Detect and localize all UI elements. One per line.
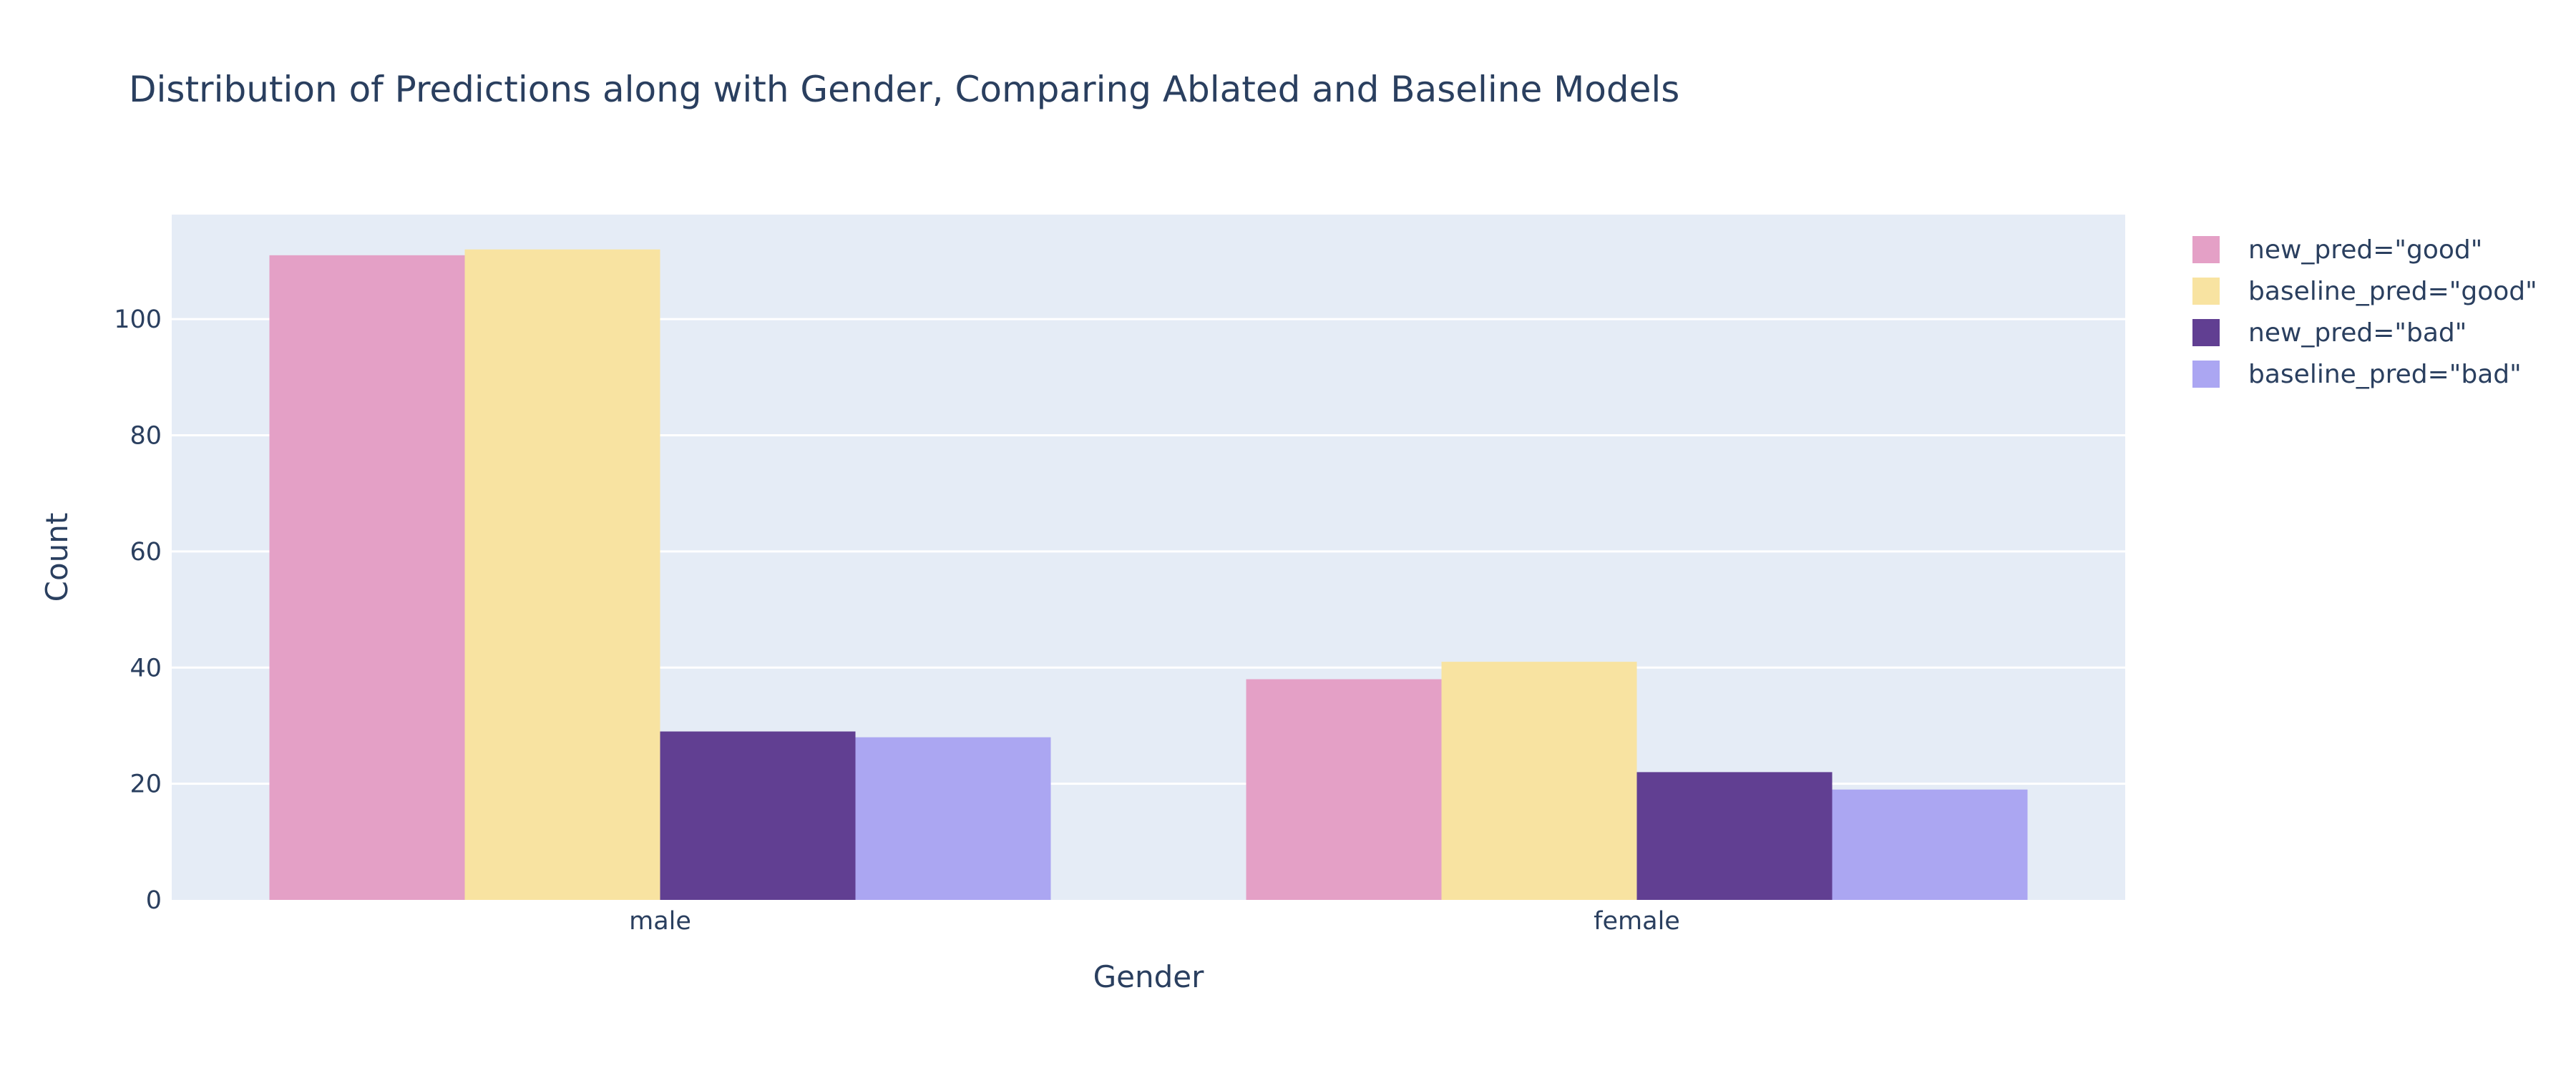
legend-item[interactable]: baseline_pred="bad" xyxy=(2190,353,2537,395)
y-axis-title: Count xyxy=(39,513,74,602)
x-tick-labels: male female xyxy=(629,907,1680,936)
legend-item[interactable]: baseline_pred="good" xyxy=(2190,270,2537,312)
legend-item[interactable]: new_pred="good" xyxy=(2190,229,2537,270)
legend-swatch xyxy=(2192,236,2220,263)
bar-female-series-0 xyxy=(1246,679,1442,900)
y-tick-label: 60 xyxy=(130,538,162,567)
legend-swatch xyxy=(2192,278,2220,305)
bar-female-series-1 xyxy=(1441,662,1637,900)
bar-male-series-2 xyxy=(660,731,856,900)
y-tick-label: 40 xyxy=(130,654,162,682)
legend-label: new_pred="bad" xyxy=(2248,318,2467,348)
chart-title: Distribution of Predictions along with G… xyxy=(129,69,1680,110)
x-tick-label-female: female xyxy=(1594,907,1680,936)
bar-female-series-3 xyxy=(1832,789,2028,900)
y-tick-label: 20 xyxy=(130,770,162,799)
legend-label: new_pred="good" xyxy=(2248,235,2483,265)
x-tick-label-male: male xyxy=(629,907,691,936)
y-tick-labels: 0 20 40 60 80 100 xyxy=(114,305,162,915)
bar-male-series-1 xyxy=(464,249,660,900)
legend-label: baseline_pred="bad" xyxy=(2248,359,2522,389)
bar-female-series-2 xyxy=(1636,772,1833,900)
bar-male-series-3 xyxy=(855,737,1051,900)
y-tick-label: 0 xyxy=(146,886,162,915)
legend-label: baseline_pred="good" xyxy=(2248,276,2537,306)
legend: new_pred="good" baseline_pred="good" new_p… xyxy=(2190,229,2537,395)
legend-swatch xyxy=(2192,361,2220,388)
bars xyxy=(269,249,2028,900)
y-tick-label: 80 xyxy=(130,422,162,451)
legend-item[interactable]: new_pred="bad" xyxy=(2190,312,2537,353)
y-tick-label: 100 xyxy=(114,305,162,334)
legend-swatch xyxy=(2192,319,2220,346)
bar-male-series-0 xyxy=(269,255,465,900)
x-axis-title: Gender xyxy=(1093,959,1205,994)
